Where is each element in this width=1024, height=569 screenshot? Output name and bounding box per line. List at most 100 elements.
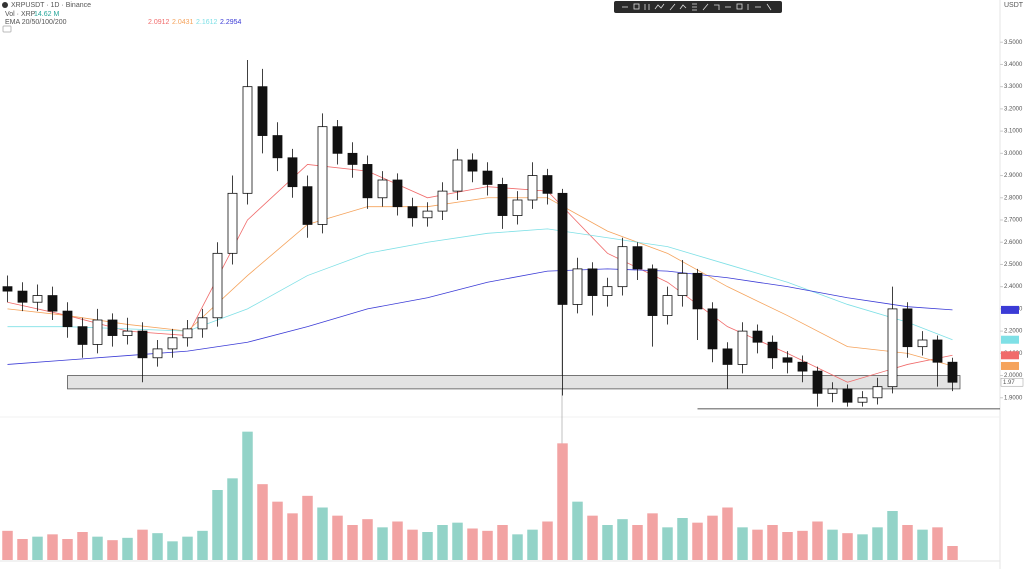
candle-body — [617, 246, 628, 288]
volume-bar — [242, 431, 253, 560]
symbol-title: XRPUSDT · 1D · Binance — [11, 2, 91, 9]
last-price-tag — [1000, 377, 1024, 387]
candle-body — [512, 199, 523, 216]
volume-bar — [947, 546, 958, 560]
y-tick-label: 2.6000 — [1004, 240, 1023, 246]
volume-bar — [917, 529, 928, 560]
volume-bar — [542, 521, 553, 560]
candle-body — [167, 337, 178, 350]
candle-body — [842, 388, 853, 403]
candle-body — [602, 286, 613, 296]
candle-body — [587, 268, 598, 296]
candle-body — [767, 341, 778, 359]
volume-bar — [572, 501, 583, 560]
candle-body — [722, 348, 733, 365]
candle-body — [407, 206, 418, 219]
volume-bar — [722, 507, 733, 560]
volume-bar — [527, 529, 538, 560]
volume-bar — [167, 541, 178, 560]
volume-bar — [347, 525, 358, 560]
volume-bar — [107, 540, 118, 560]
drawing-toolbar[interactable] — [614, 1, 782, 13]
ema-value: 2.0431 — [172, 19, 194, 26]
volume-bar — [857, 534, 868, 560]
candle-body — [17, 290, 28, 303]
candle-body — [422, 210, 433, 219]
candle-body — [32, 295, 43, 303]
volume-bar — [797, 530, 808, 560]
volume-bar — [677, 518, 688, 560]
ema-value: 2.0912 — [148, 19, 170, 26]
volume-bar — [617, 519, 628, 560]
y-tick-label: 1.9000 — [1004, 395, 1023, 401]
y-tick-label: 3.3000 — [1004, 84, 1023, 90]
volume-bar — [647, 513, 658, 560]
ema-line — [7, 268, 953, 365]
volume-bar — [557, 443, 568, 560]
volume-bar — [287, 513, 298, 560]
ema-line — [7, 228, 953, 341]
volume-label: Vol · XRP — [5, 11, 36, 18]
symbol-icon — [2, 2, 8, 8]
volume-bar — [827, 529, 838, 560]
y-tick-label: 2.4000 — [1004, 284, 1023, 290]
volume-bar — [182, 536, 193, 560]
y-tick-label: 3.4000 — [1004, 62, 1023, 68]
candle-body — [827, 388, 838, 394]
currency-label[interactable]: USDT — [1004, 2, 1024, 9]
last-price: 1.97 — [1003, 380, 1015, 386]
volume-bar — [152, 533, 163, 560]
volume-bar — [692, 522, 703, 560]
candle-body — [437, 190, 448, 212]
volume-bar — [392, 521, 403, 560]
volume-bar — [902, 525, 913, 560]
y-tick-label: 3.0000 — [1004, 151, 1023, 157]
ema-value: 2.1612 — [196, 19, 218, 26]
volume-bar — [872, 527, 883, 560]
candle-body — [947, 361, 958, 383]
ema-price-tag — [1001, 305, 1019, 314]
candle-body — [887, 308, 898, 388]
candle-body — [797, 361, 808, 372]
candle-body — [302, 186, 313, 225]
volume-bar — [467, 528, 478, 560]
ema-price-tag — [1001, 351, 1019, 360]
volume-bar — [632, 525, 643, 560]
candle-body — [122, 330, 133, 336]
volume-bar — [197, 530, 208, 560]
volume-value: 14.62 M — [34, 11, 59, 18]
volume-bar — [257, 484, 268, 560]
candle-body — [527, 175, 538, 201]
candle-body — [332, 126, 343, 154]
volume-bar — [587, 515, 598, 560]
candle-body — [692, 272, 703, 310]
volume-bar — [137, 529, 148, 560]
candle-body — [47, 295, 58, 312]
volume-bar — [422, 532, 433, 560]
ema-label: EMA 20/50/100/200 — [5, 19, 67, 26]
volume-bar — [482, 530, 493, 560]
volume-bar — [737, 527, 748, 560]
volume-bar — [407, 529, 418, 560]
candle-body — [572, 268, 583, 305]
candle-body — [62, 310, 73, 328]
volume-bar — [122, 537, 133, 560]
collapse-button[interactable] — [2, 25, 12, 33]
candle-body — [212, 252, 223, 319]
candle-body — [227, 192, 238, 254]
volume-bar — [752, 529, 763, 560]
ema-price-tag — [1001, 335, 1019, 344]
volume-bar — [2, 530, 13, 560]
volume-bar — [302, 495, 313, 560]
ema-line — [7, 197, 953, 367]
candle-body — [392, 179, 403, 208]
candle-body — [452, 159, 463, 192]
y-tick-label: 3.2000 — [1004, 106, 1023, 112]
candle-body — [347, 152, 358, 165]
candle-body — [932, 339, 943, 363]
volume-bar — [782, 532, 793, 560]
candle-body — [257, 86, 268, 136]
volume-bar — [932, 527, 943, 560]
candle-body — [467, 159, 478, 172]
